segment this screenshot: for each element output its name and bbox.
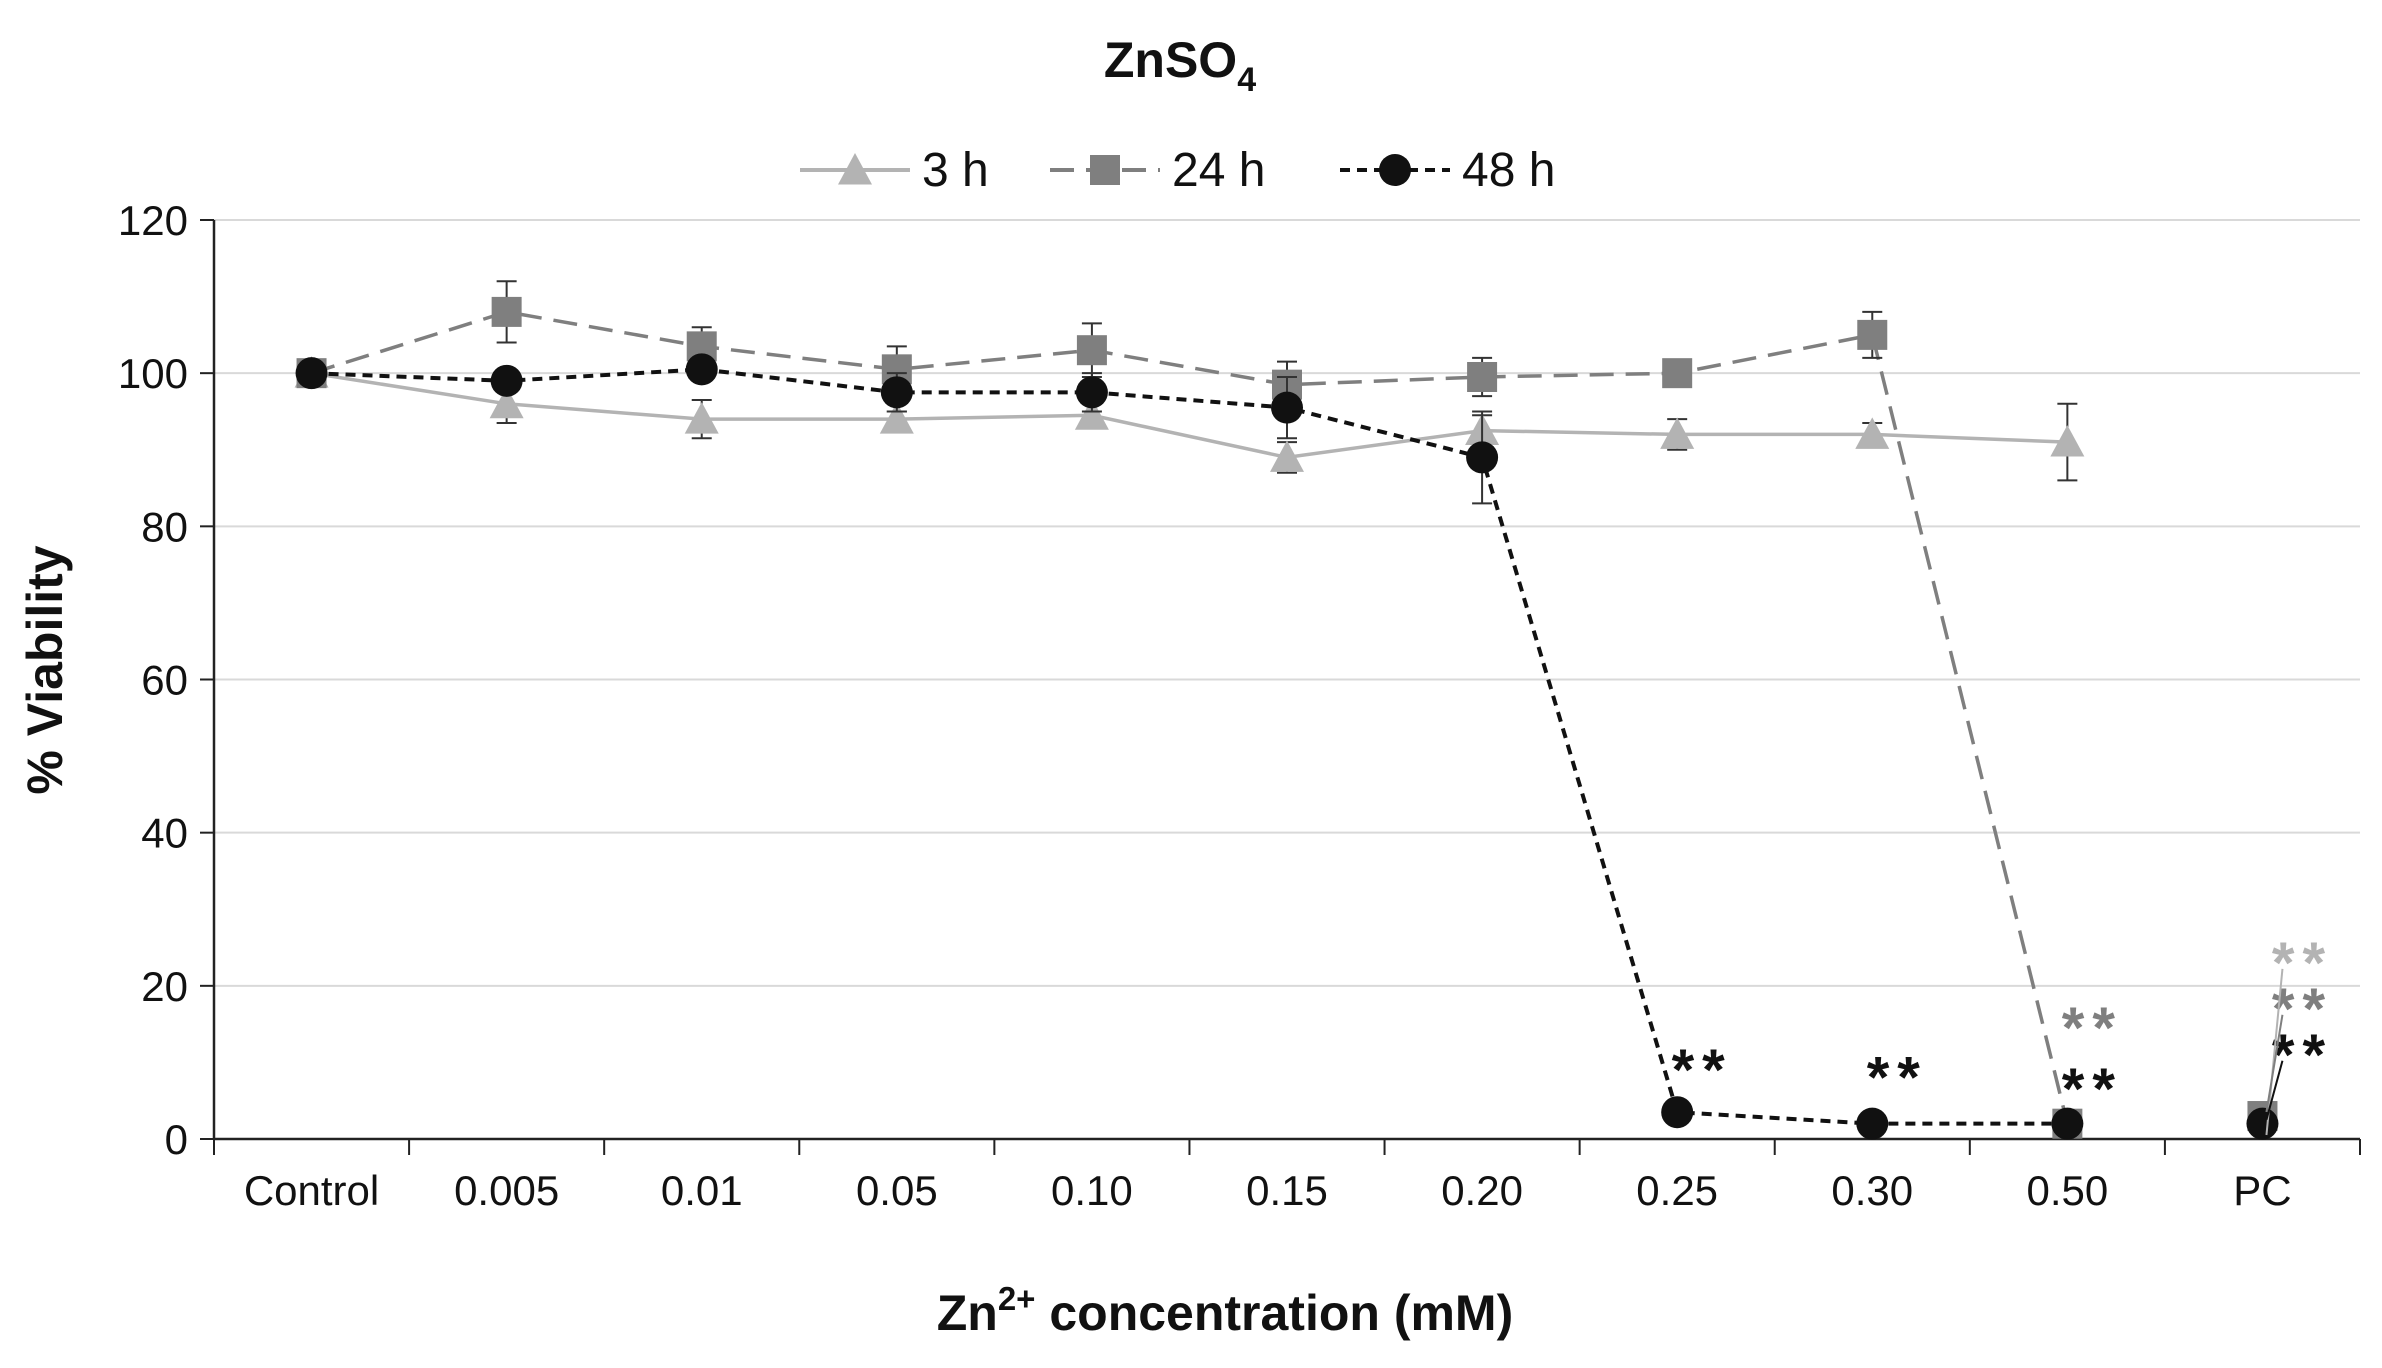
x-tick-label: 0.05: [856, 1167, 938, 1214]
legend-item-3h: 3 h: [800, 144, 989, 197]
data-point: [1855, 417, 1890, 449]
x-tick-label: 0.01: [661, 1167, 743, 1214]
significance-marker: **: [2272, 1023, 2333, 1088]
x-tick-label: 0.005: [454, 1167, 559, 1214]
annotation-leader-line: [2265, 1014, 2284, 1113]
data-point: [1856, 1107, 1889, 1140]
x-axis-title-superscript: 2+: [998, 1280, 1036, 1317]
data-point: [295, 357, 328, 390]
y-tick-label: 100: [118, 350, 188, 397]
data-point: [1467, 361, 1498, 392]
data-point: [490, 364, 523, 397]
gridlines: [214, 219, 2360, 987]
y-tick-label: 120: [118, 197, 188, 244]
x-tick-label: PC: [2233, 1167, 2291, 1214]
x-tick-label: 0.15: [1246, 1167, 1328, 1214]
data-point: [1270, 440, 1304, 472]
x-axis-title: Zn2+ concentration (mM): [937, 1280, 1514, 1341]
data-point: [684, 402, 719, 434]
legend-item-48h: 48 h: [1340, 144, 1555, 197]
data-point: [1076, 335, 1107, 366]
significance-marker: **: [2062, 1057, 2123, 1122]
data-point: [1075, 376, 1108, 409]
data-point: [1660, 417, 1695, 449]
series-line: [311, 367, 2068, 1126]
y-tick-label: 0: [165, 1116, 188, 1163]
data-point: [1271, 391, 1303, 424]
data-point: [1466, 441, 1499, 474]
series-48h: [295, 353, 2279, 1140]
significance-marker: **: [1867, 1046, 1928, 1111]
data-point: [1857, 319, 1888, 350]
legend-label: 48 h: [1462, 144, 1555, 197]
chart-title: ZnSO4: [1104, 32, 1256, 99]
series-line: [311, 371, 2068, 460]
annotation-layer: ** ** **********: [1672, 931, 2333, 1136]
y-tick-label: 20: [141, 963, 188, 1010]
data-point: [1074, 398, 1109, 430]
x-tick-label: 0.10: [1051, 1167, 1133, 1214]
x-tick-label: 0.25: [1636, 1167, 1718, 1214]
data-point: [489, 386, 524, 419]
legend-marker: [1379, 154, 1411, 186]
y-tick-label: 80: [141, 503, 188, 550]
y-axis: 0 20 40 60 80 100 120: [118, 197, 216, 1163]
data-point: [2246, 1107, 2279, 1140]
legend-marker: [1090, 155, 1120, 185]
x-tick-label: Control: [244, 1167, 379, 1214]
data-point: [2051, 1107, 2084, 1140]
legend-marker: [838, 153, 872, 185]
data-point: [2050, 425, 2085, 457]
legend: 3 h 24 h 48 h: [800, 144, 1555, 197]
x-axis-title-prefix: Zn: [937, 1285, 998, 1341]
data-point: [879, 402, 914, 434]
x-axis: Control 0.005 0.01 0.05 0.10 0.15 0.20 0.25 0.30…: [213, 1137, 2361, 1214]
data-point: [491, 296, 522, 327]
data-point: [1662, 358, 1693, 389]
annotation-leader-line: [2265, 1060, 2284, 1120]
x-tick-label: 0.20: [1441, 1167, 1523, 1214]
significance-marker: **: [2062, 996, 2123, 1061]
y-tick-label: 40: [141, 810, 188, 857]
legend-label: 3 h: [922, 144, 989, 197]
data-point: [685, 353, 718, 386]
x-tick-label: 0.50: [2026, 1167, 2108, 1214]
y-axis-title: % Viability: [17, 545, 73, 794]
data-point: [880, 376, 913, 409]
x-axis-title-suffix: concentration (mM): [1035, 1285, 1513, 1341]
legend-item-24h: 24 h: [1050, 144, 1265, 197]
series-layer: [294, 280, 2279, 1140]
significance-marker: **: [1672, 1038, 1733, 1103]
chart-title-main: ZnSO: [1104, 32, 1237, 88]
x-tick-label: 0.30: [1831, 1167, 1913, 1214]
series-3h: [294, 356, 2085, 482]
data-point: [1661, 1096, 1694, 1129]
series-line: [311, 310, 2070, 1125]
y-tick-label: 60: [141, 657, 188, 704]
legend-label: 24 h: [1172, 144, 1265, 197]
chart-title-subscript: 4: [1237, 61, 1256, 99]
